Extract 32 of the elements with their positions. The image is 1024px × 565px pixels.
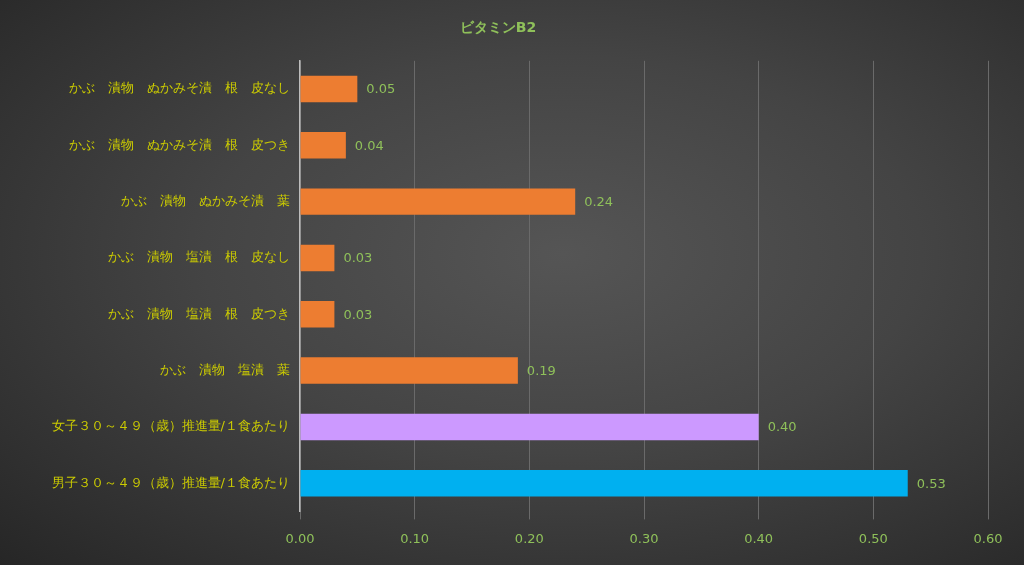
data-label: 0.03 [343,250,373,266]
y-tick-label: かぶ 漬物 塩漬 根 皮なし [108,249,290,265]
y-tick-label: かぶ 漬物 ぬかみそ漬 根 皮なし [69,80,290,96]
x-tick-label: 0.10 [400,530,430,546]
x-tick-label: 0.00 [285,530,315,546]
y-tick-label: かぶ 漬物 塩漬 葉 [160,361,290,377]
y-tick-label: かぶ 漬物 塩漬 根 皮つき [108,305,290,321]
bar [300,470,908,497]
y-tick-label: 男子３０～４９（歳）推進量/１食あたり [51,474,290,490]
bar [300,132,346,159]
y-tick-label: かぶ 漬物 ぬかみそ漬 葉 [121,192,290,208]
data-label: 0.03 [343,306,373,322]
x-tick-label: 0.30 [629,530,659,546]
y-tick-label: 女子３０～４９（歳）推進量/１食あたり [51,418,290,434]
x-tick-label: 0.60 [973,530,1003,546]
bar [300,413,759,441]
data-label: 0.05 [366,81,396,97]
bar [300,301,335,328]
data-label: 0.24 [584,193,614,209]
bar [300,188,576,215]
data-label: 0.53 [916,475,946,491]
data-label: 0.40 [767,419,797,435]
bar [300,75,358,103]
chart-title: ビタミンB2 [459,19,537,36]
data-label: 0.19 [526,362,556,378]
data-label: 0.04 [354,137,384,153]
x-tick-label: 0.50 [858,530,888,546]
bar [300,357,518,384]
y-tick-label: かぶ 漬物 ぬかみそ漬 根 皮つき [69,136,290,152]
x-tick-label: 0.20 [514,530,544,546]
bar [300,244,335,272]
x-tick-label: 0.40 [744,530,774,546]
